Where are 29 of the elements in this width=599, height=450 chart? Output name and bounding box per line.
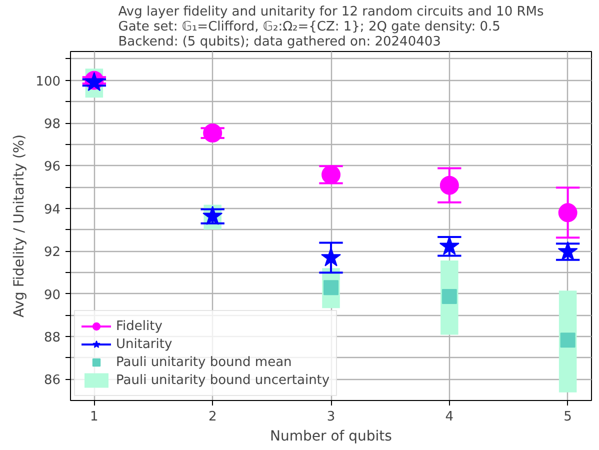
x-tick-label: 4 [445, 410, 454, 424]
y-tick-label: 100 [36, 74, 61, 90]
point [560, 332, 576, 348]
x-axis-title: Number of qubits [270, 428, 392, 444]
y-axis-title: Avg Fidelity / Unitarity (%) [12, 134, 28, 318]
x-tick-label: 1 [90, 410, 98, 424]
y-tick-label: 96 [44, 160, 61, 175]
y-tick-label: 88 [44, 330, 61, 346]
y-tick-label: 90 [44, 288, 61, 303]
point [442, 289, 457, 304]
point [558, 241, 578, 260]
x-tick-label: 3 [326, 410, 336, 424]
point [322, 165, 340, 184]
point [202, 206, 223, 225]
legend-label: Unitarity [116, 336, 172, 352]
chart-title: Avg layer fidelity and unitarity for 12 random circuits and 10 RMs Gate set: 𝔾₁=Clifford, 𝔾₂:Ω₂={CZ: 1}; 2Q gate density: 0.5 Backend: (5 qubits); data gathered on: 20240403 [118, 4, 544, 50]
y-tick-label: 94 [44, 202, 61, 218]
legend-label: Pauli unitarity bound mean [116, 354, 292, 370]
y-tick-label: 92 [44, 245, 61, 260]
x-tick-label: 2 [208, 410, 217, 424]
y-tick-label: 98 [44, 117, 61, 132]
point [558, 203, 578, 222]
legend-label: Pauli unitarity bound uncertainty [116, 372, 330, 388]
point [203, 124, 222, 143]
y-tick-label: 86 [44, 373, 61, 388]
x-tick-label: 5 [564, 410, 572, 424]
legend-label: Fidelity [116, 318, 162, 334]
point [320, 247, 342, 266]
point [440, 176, 459, 195]
